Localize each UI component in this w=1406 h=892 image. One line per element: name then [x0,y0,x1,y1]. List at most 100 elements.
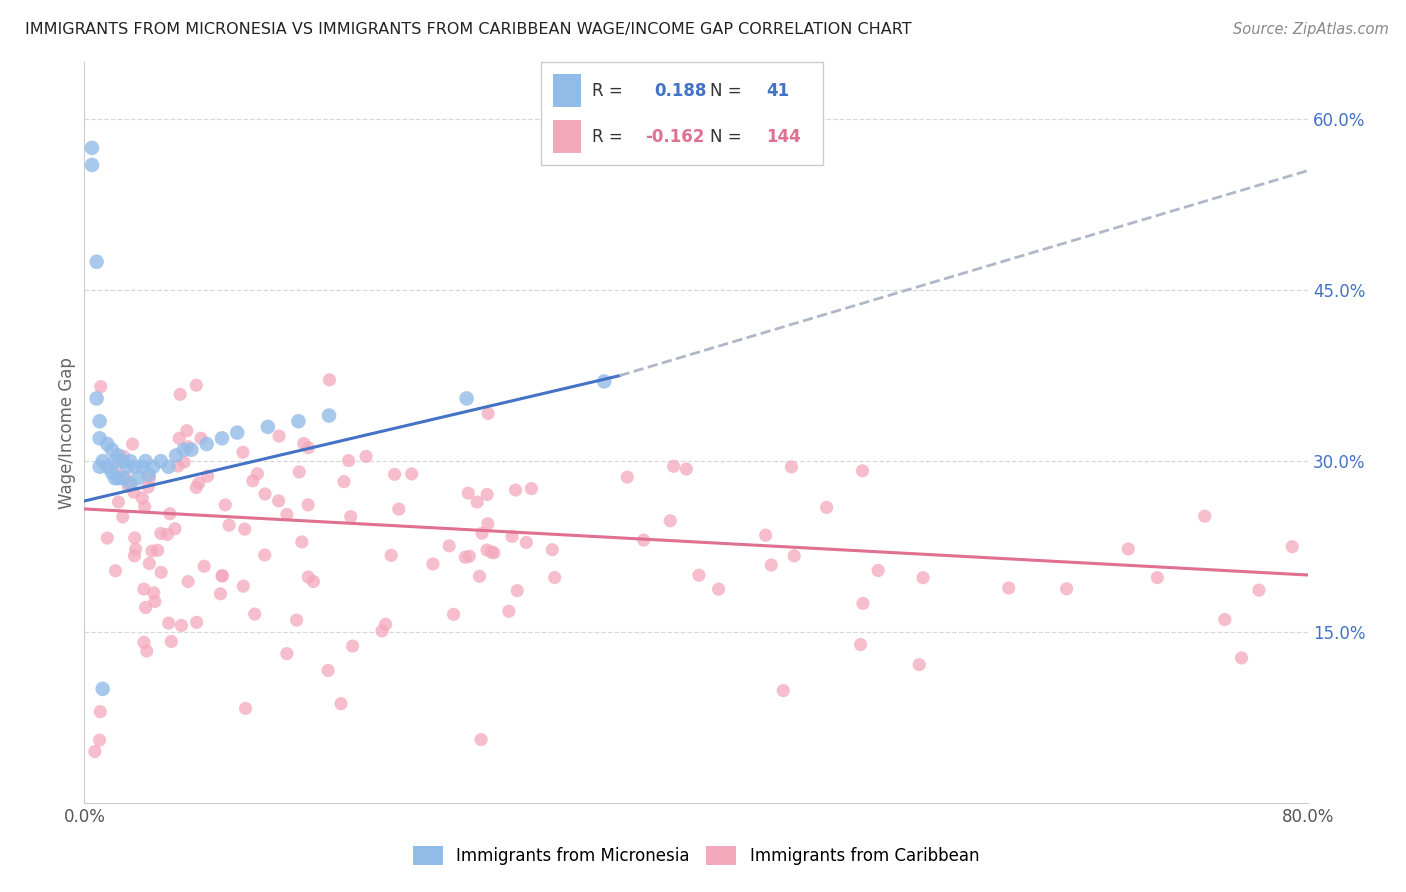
Point [143,594,166,608]
Point [180,442,202,457]
Point [235,701,257,715]
Point [477,407,499,421]
Point [157,616,180,631]
Point [482,546,505,560]
Point [253,548,276,562]
Point [465,495,488,509]
Point [633,533,655,547]
Point [243,607,266,621]
Point [187,476,209,491]
Point [242,474,264,488]
Point [276,647,298,661]
Point [470,732,492,747]
Point [912,571,935,585]
Point [505,483,527,497]
Point [96,531,118,545]
Point [285,613,308,627]
Point [157,459,180,474]
Point [384,467,406,482]
Point [593,375,616,389]
Point [506,583,529,598]
Point [91,681,114,696]
Point [761,558,783,572]
Point [136,480,159,494]
Point [169,387,191,401]
Point [114,470,136,484]
Point [120,476,142,491]
Y-axis label: Wage/Income Gap: Wage/Income Gap [58,357,76,508]
Point [354,450,377,464]
Point [318,373,340,387]
Point [868,564,890,578]
Point [122,485,145,500]
Point [1146,571,1168,585]
Point [112,450,135,464]
Point [173,442,195,457]
Point [481,545,503,559]
Point [297,441,319,455]
Point [132,635,155,649]
Point [170,618,193,632]
Bar [553,74,581,106]
Point [454,550,477,565]
Point [107,449,129,463]
Point [520,482,543,496]
Point [177,574,200,589]
Point [117,479,139,493]
Point [131,459,153,474]
Point [211,569,233,583]
Point [783,549,806,563]
Point [288,465,311,479]
Point [1281,540,1303,554]
Point [276,508,298,522]
Point [475,487,498,501]
Point [107,471,129,485]
Point [515,535,537,549]
Point [86,254,108,268]
Point [111,471,134,485]
Point [125,542,148,557]
Point [333,475,356,489]
Point [1230,651,1253,665]
Text: 41: 41 [766,82,789,100]
Point [371,624,394,638]
Point [477,516,499,531]
Point [688,568,710,582]
Point [401,467,423,481]
Point [193,559,215,574]
Point [176,424,198,438]
Point [675,462,697,476]
Point [186,480,208,494]
Point [209,587,232,601]
Point [186,615,208,630]
Point [101,466,124,480]
Point [422,557,444,571]
Point [83,745,105,759]
FancyBboxPatch shape [541,62,823,165]
Point [297,570,319,584]
Point [267,429,290,443]
Point [124,531,146,545]
Point [135,600,157,615]
Point [141,544,163,558]
Point [475,543,498,558]
Point [124,549,146,563]
Point [468,569,491,583]
Point [851,464,873,478]
Point [211,431,233,445]
Point [254,487,277,501]
Legend: Immigrants from Micronesia, Immigrants from Caribbean: Immigrants from Micronesia, Immigrants f… [413,846,979,865]
Text: N =: N = [710,128,747,145]
Text: R =: R = [592,82,628,100]
Point [1247,583,1270,598]
Point [132,582,155,596]
Point [443,607,465,622]
Point [388,502,411,516]
Point [337,453,360,467]
Point [197,469,219,483]
Point [1194,509,1216,524]
Point [146,543,169,558]
Point [111,509,134,524]
Point [374,617,396,632]
Point [127,471,149,485]
